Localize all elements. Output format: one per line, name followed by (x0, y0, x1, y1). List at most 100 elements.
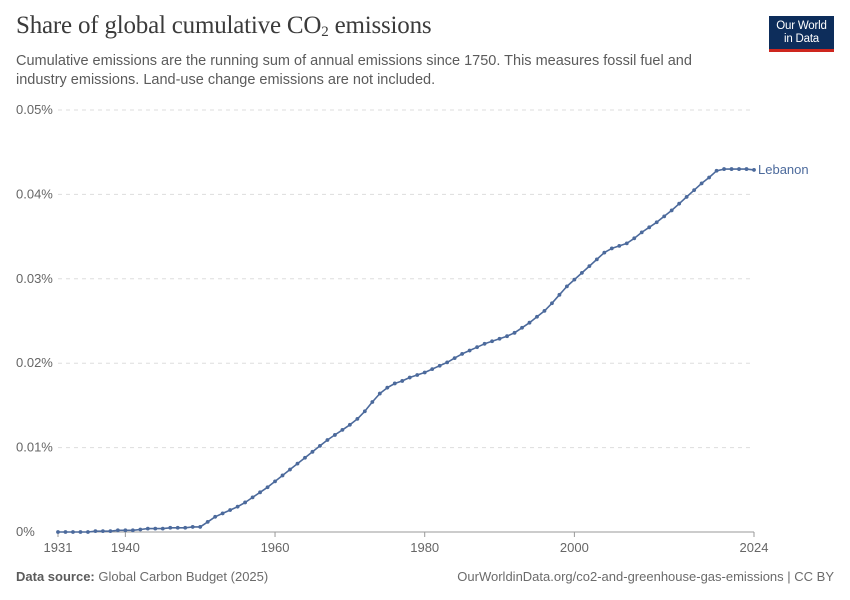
data-point[interactable] (407, 375, 412, 380)
data-point[interactable] (205, 519, 210, 524)
data-point[interactable] (333, 433, 337, 437)
data-point[interactable] (684, 195, 689, 199)
data-point[interactable] (295, 461, 300, 466)
data-point[interactable] (280, 473, 285, 478)
data-point[interactable] (355, 417, 360, 421)
data-point[interactable] (497, 336, 502, 341)
owid-logo[interactable]: Our World in Data (769, 16, 834, 52)
data-point[interactable] (714, 168, 719, 173)
data-point[interactable] (101, 529, 105, 534)
data-point[interactable] (145, 526, 150, 531)
data-point[interactable] (587, 264, 592, 269)
data-point[interactable] (175, 525, 180, 530)
data-point[interactable] (527, 320, 532, 325)
data-point[interactable] (415, 373, 420, 377)
data-point[interactable] (265, 485, 270, 490)
data-point[interactable] (722, 167, 726, 171)
data-point[interactable] (654, 220, 659, 225)
data-point[interactable] (452, 356, 457, 361)
data-point[interactable] (565, 284, 569, 289)
data-point[interactable] (609, 246, 614, 251)
data-point[interactable] (168, 525, 173, 530)
data-point[interactable] (288, 467, 292, 472)
data-point[interactable] (56, 530, 60, 534)
data-point[interactable] (445, 360, 450, 365)
data-point[interactable] (71, 530, 75, 534)
y-tick-label: 0.05% (16, 102, 53, 117)
data-point[interactable] (250, 495, 255, 500)
data-point[interactable] (422, 370, 427, 375)
data-point[interactable] (692, 188, 697, 193)
data-point[interactable] (490, 339, 494, 344)
data-point[interactable] (624, 241, 629, 246)
x-tick-label: 2000 (560, 540, 589, 555)
data-point[interactable] (744, 167, 749, 171)
data-point[interactable] (535, 314, 539, 319)
data-point[interactable] (138, 527, 143, 532)
data-point[interactable] (325, 438, 330, 442)
data-point[interactable] (310, 449, 315, 454)
data-point[interactable] (662, 214, 667, 219)
data-point[interactable] (160, 526, 165, 531)
data-point[interactable] (542, 308, 547, 313)
data-point[interactable] (579, 270, 584, 275)
data-point[interactable] (318, 444, 322, 448)
data-point[interactable] (632, 236, 637, 241)
data-point[interactable] (482, 341, 487, 346)
data-point[interactable] (213, 514, 218, 519)
data-point[interactable] (130, 528, 135, 533)
data-point[interactable] (572, 277, 577, 282)
data-point[interactable] (362, 409, 367, 414)
data-point[interactable] (550, 301, 554, 306)
data-point[interactable] (647, 225, 652, 230)
data-point[interactable] (467, 348, 472, 353)
data-point[interactable] (392, 381, 397, 386)
data-point[interactable] (400, 379, 405, 383)
data-point[interactable] (557, 292, 562, 297)
data-point[interactable] (594, 257, 599, 262)
data-point[interactable] (340, 427, 345, 432)
data-point[interactable] (235, 504, 240, 509)
data-point[interactable] (153, 526, 158, 531)
data-point[interactable] (669, 208, 674, 213)
data-point[interactable] (520, 325, 524, 330)
data-point[interactable] (460, 352, 465, 356)
data-point[interactable] (699, 181, 704, 186)
data-point[interactable] (707, 175, 711, 180)
data-point[interactable] (303, 455, 307, 460)
data-point[interactable] (198, 525, 203, 529)
data-point[interactable] (347, 422, 352, 427)
data-point[interactable] (78, 530, 83, 534)
data-point[interactable] (115, 528, 120, 533)
data-point[interactable] (370, 400, 375, 404)
data-point[interactable] (190, 525, 195, 529)
data-point[interactable] (377, 391, 382, 396)
data-point[interactable] (505, 334, 509, 339)
data-point[interactable] (108, 529, 113, 534)
data-point[interactable] (677, 201, 682, 206)
data-point[interactable] (123, 528, 128, 533)
data-point[interactable] (258, 490, 262, 495)
data-point[interactable] (220, 511, 225, 516)
data-point[interactable] (437, 363, 442, 368)
data-point[interactable] (86, 530, 90, 534)
data-point[interactable] (617, 243, 622, 248)
data-point[interactable] (475, 345, 479, 350)
data-point[interactable] (752, 168, 756, 172)
data-point[interactable] (93, 529, 98, 534)
data-point[interactable] (63, 530, 68, 534)
data-point[interactable] (512, 330, 517, 335)
logo-line-2: in Data (783, 33, 820, 45)
source-url[interactable]: OurWorldinData.org/co2-and-greenhouse-ga… (457, 569, 834, 584)
data-point[interactable] (243, 500, 247, 505)
data-point[interactable] (639, 230, 644, 235)
data-point[interactable] (385, 385, 390, 390)
data-point[interactable] (737, 167, 741, 171)
data-point[interactable] (228, 508, 233, 512)
data-point[interactable] (430, 367, 435, 372)
data-point[interactable] (602, 250, 607, 255)
data-point[interactable] (273, 479, 277, 484)
data-point[interactable] (183, 525, 188, 530)
series-line-lebanon[interactable] (58, 168, 755, 533)
data-point[interactable] (729, 167, 734, 171)
